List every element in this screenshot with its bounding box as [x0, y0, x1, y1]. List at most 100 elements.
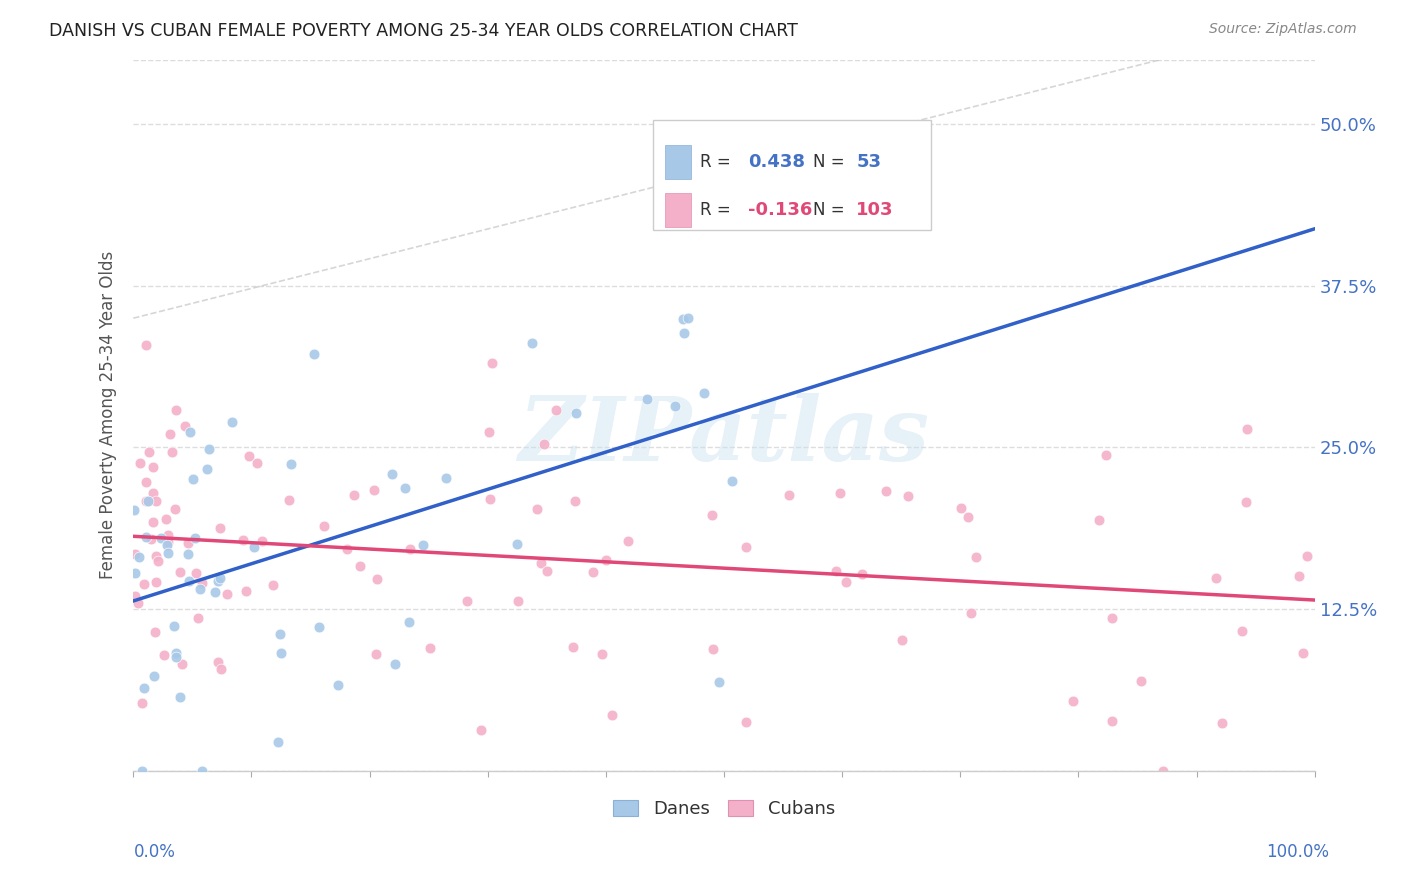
Point [1236, 422, 1258, 436]
Text: -0.136: -0.136 [748, 202, 813, 219]
Text: R =: R = [700, 202, 737, 219]
Point [270, 646, 292, 660]
Point [700, 508, 723, 522]
Point [533, 437, 555, 451]
Point [363, 483, 385, 498]
Text: 103: 103 [856, 202, 894, 219]
Point [456, 594, 478, 608]
Point [384, 657, 406, 671]
Bar [665, 145, 690, 179]
Point [470, 723, 492, 737]
Point [1296, 549, 1319, 563]
Point [165, 403, 187, 417]
Point [692, 386, 714, 401]
Point [1288, 569, 1310, 583]
Point [245, 456, 267, 470]
Text: 53: 53 [856, 153, 882, 171]
Point [165, 650, 187, 665]
Point [135, 530, 157, 544]
Point [143, 624, 166, 639]
Point [135, 338, 157, 352]
Point [1292, 646, 1315, 660]
Point [828, 485, 851, 500]
Point [381, 467, 404, 481]
Point [207, 655, 229, 669]
Point [891, 632, 914, 647]
Point [897, 489, 920, 503]
Point [1095, 448, 1118, 462]
Point [181, 472, 204, 486]
Point [124, 589, 146, 603]
Point [267, 735, 290, 749]
Point [702, 642, 724, 657]
Point [179, 574, 201, 588]
Point [146, 554, 169, 568]
Point [142, 460, 165, 475]
Point [207, 574, 229, 588]
Point [221, 415, 243, 429]
Point [277, 493, 299, 508]
Point [132, 577, 155, 591]
Point [172, 657, 194, 672]
Point [304, 347, 326, 361]
Text: 0.0%: 0.0% [134, 843, 176, 861]
Point [138, 494, 160, 508]
Point [526, 501, 548, 516]
Point [179, 425, 201, 440]
Point [124, 566, 146, 581]
Point [564, 494, 586, 508]
Point [664, 399, 686, 413]
Point [824, 564, 846, 578]
Point [328, 677, 350, 691]
Point [145, 574, 167, 589]
Point [520, 335, 543, 350]
Point [269, 626, 291, 640]
Point [142, 669, 165, 683]
Point [152, 648, 174, 662]
Point [481, 356, 503, 370]
Point [165, 646, 187, 660]
Text: N =: N = [813, 202, 849, 219]
Point [262, 578, 284, 592]
Point [672, 326, 695, 340]
Point [364, 647, 387, 661]
Point [965, 550, 987, 565]
Point [676, 311, 699, 326]
Point [187, 611, 209, 625]
Text: R =: R = [700, 153, 737, 171]
Point [176, 548, 198, 562]
Point [342, 487, 364, 501]
Point [1205, 571, 1227, 585]
Legend: Danes, Cubans: Danes, Cubans [606, 793, 842, 826]
Point [616, 533, 638, 548]
Y-axis label: Female Poverty Among 25-34 Year Olds: Female Poverty Among 25-34 Year Olds [100, 251, 117, 579]
Point [135, 475, 157, 490]
Point [595, 552, 617, 566]
Point [398, 542, 420, 557]
Point [1130, 674, 1153, 689]
Point [209, 662, 232, 676]
Point [1101, 714, 1123, 728]
Point [128, 550, 150, 565]
Point [127, 596, 149, 610]
Point [169, 565, 191, 579]
Point [721, 475, 744, 489]
Point [1230, 624, 1253, 638]
Point [131, 764, 153, 778]
Point [506, 536, 529, 550]
Point [135, 494, 157, 508]
Point [156, 546, 179, 560]
Point [198, 442, 221, 456]
Point [156, 534, 179, 549]
Point [778, 488, 800, 502]
Point [366, 573, 388, 587]
Point [204, 585, 226, 599]
Point [208, 521, 231, 535]
Point [591, 647, 613, 661]
Point [156, 538, 179, 552]
Text: DANISH VS CUBAN FEMALE POVERTY AMONG 25-34 YEAR OLDS CORRELATION CHART: DANISH VS CUBAN FEMALE POVERTY AMONG 25-… [49, 22, 799, 40]
Point [530, 556, 553, 570]
Point [1234, 495, 1257, 509]
Text: 100.0%: 100.0% [1265, 843, 1329, 861]
Point [232, 533, 254, 548]
